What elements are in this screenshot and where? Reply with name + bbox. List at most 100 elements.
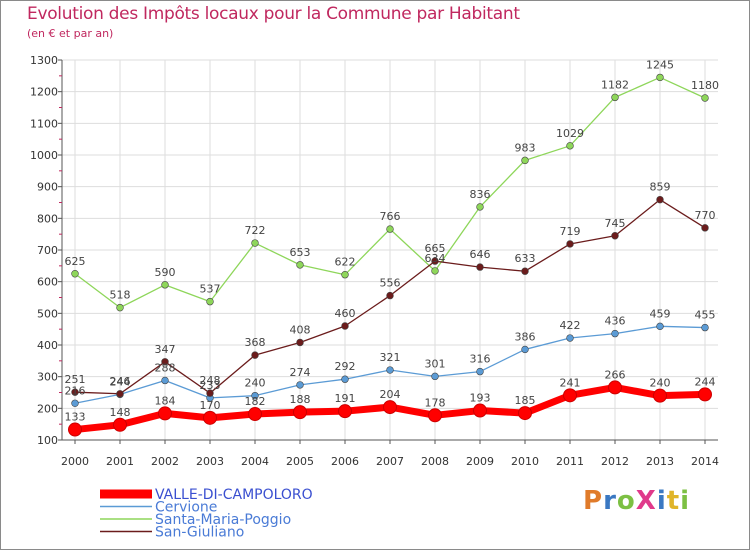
x-tick-label: 2005 [286, 455, 314, 468]
x-tick-label: 2011 [556, 455, 584, 468]
y-tick-label: 900 [37, 181, 58, 194]
data-point [521, 156, 529, 165]
data-point [251, 391, 259, 400]
data-point [116, 303, 124, 312]
data-point [71, 270, 79, 278]
data-label: 292 [335, 360, 356, 373]
y-tick-label: 500 [37, 307, 58, 320]
data-point [566, 334, 574, 342]
data-label: 204 [380, 388, 401, 401]
data-point [611, 93, 619, 102]
logo-letter: P [583, 486, 604, 516]
data-label: 266 [605, 368, 626, 381]
data-point [161, 281, 169, 289]
data-label: 241 [560, 376, 581, 389]
data-label: 436 [605, 315, 626, 328]
data-label: 321 [380, 351, 401, 364]
data-label: 133 [65, 411, 86, 424]
data-point [293, 405, 307, 420]
grid-lines [62, 59, 718, 441]
y-axis-ticks: 100 200 300 400 500 600 700 800 900 1000 1100 1200 1… [30, 54, 62, 447]
logo-letter: t [666, 486, 681, 516]
logo-letter: i [680, 486, 691, 516]
data-label: 233 [200, 379, 221, 392]
data-label: 745 [605, 217, 626, 230]
x-axis-ticks: 2000 2001 2002 2003 2004 2005 2006 2007 2008 2009… [61, 440, 719, 468]
legend: VALLE-DI-CAMPOLOROCervioneSanta-Maria-Po… [100, 487, 313, 541]
data-label: 251 [65, 373, 86, 386]
data-point [206, 297, 214, 306]
data-label: 1245 [646, 58, 674, 71]
data-label: 518 [110, 289, 131, 302]
y-tick-label: 700 [37, 244, 58, 257]
data-label: 590 [155, 266, 176, 279]
data-point [338, 404, 352, 419]
x-tick-label: 2008 [421, 455, 449, 468]
data-label: 240 [245, 377, 266, 390]
data-point [248, 407, 262, 422]
data-point [161, 358, 169, 366]
data-label: 185 [515, 394, 536, 407]
x-tick-label: 2009 [466, 455, 494, 468]
data-point [701, 224, 709, 232]
legend-label: Cervione [155, 500, 217, 516]
data-point [563, 388, 577, 403]
data-point [473, 403, 487, 418]
legend-label: Santa-Maria-Poggio [155, 512, 291, 528]
data-label: 184 [155, 394, 176, 407]
data-label: 240 [650, 377, 671, 390]
y-tick-label: 300 [37, 371, 58, 384]
y-tick-label: 1300 [30, 54, 58, 67]
data-point [251, 239, 259, 247]
data-point [566, 240, 574, 248]
data-label: 408 [290, 323, 311, 336]
data-point [206, 389, 214, 397]
data-point [476, 263, 484, 271]
data-point [296, 261, 304, 269]
data-label: 216 [65, 384, 86, 397]
data-label: 722 [245, 224, 266, 237]
data-point [518, 406, 532, 421]
data-point [701, 323, 709, 332]
data-label: 193 [470, 392, 491, 405]
data-label: 719 [560, 225, 581, 238]
data-point [701, 94, 709, 102]
data-label: 347 [155, 343, 176, 356]
data-label: 148 [110, 406, 131, 419]
logo-letter: i [656, 486, 667, 516]
data-point [476, 203, 484, 211]
data-point [611, 329, 619, 338]
data-point [68, 422, 82, 437]
data-label: 633 [515, 252, 536, 265]
data-label: 288 [155, 361, 176, 374]
proxiti-logo: ProXiti [583, 486, 690, 516]
data-label: 859 [650, 181, 671, 194]
logo-letter: o [616, 486, 636, 516]
data-label: 634 [425, 252, 446, 265]
data-label: 246 [110, 375, 131, 388]
data-point [71, 399, 79, 407]
data-labels: 133 148 184 170 182 188 191 204 178 193 185 241 266 2… [65, 58, 720, 423]
data-label: 244 [110, 375, 131, 388]
data-point [656, 73, 664, 82]
data-label: 625 [65, 255, 86, 268]
x-tick-label: 2007 [376, 455, 404, 468]
data-point [386, 291, 394, 300]
data-point [296, 338, 304, 347]
data-label: 191 [335, 392, 356, 405]
data-label: 770 [695, 209, 716, 222]
x-tick-label: 2012 [601, 455, 629, 468]
data-point [431, 267, 439, 275]
data-point [296, 381, 304, 389]
data-label: 665 [425, 242, 446, 255]
x-tick-label: 2004 [241, 455, 269, 468]
data-point [341, 271, 349, 279]
x-tick-label: 2014 [691, 455, 719, 468]
data-label: 244 [695, 375, 716, 388]
data-label: 1180 [691, 79, 719, 92]
data-label: 653 [290, 246, 311, 259]
data-label: 170 [200, 399, 221, 412]
data-point [698, 387, 712, 402]
y-tick-label: 200 [37, 402, 58, 415]
data-label: 459 [650, 307, 671, 320]
